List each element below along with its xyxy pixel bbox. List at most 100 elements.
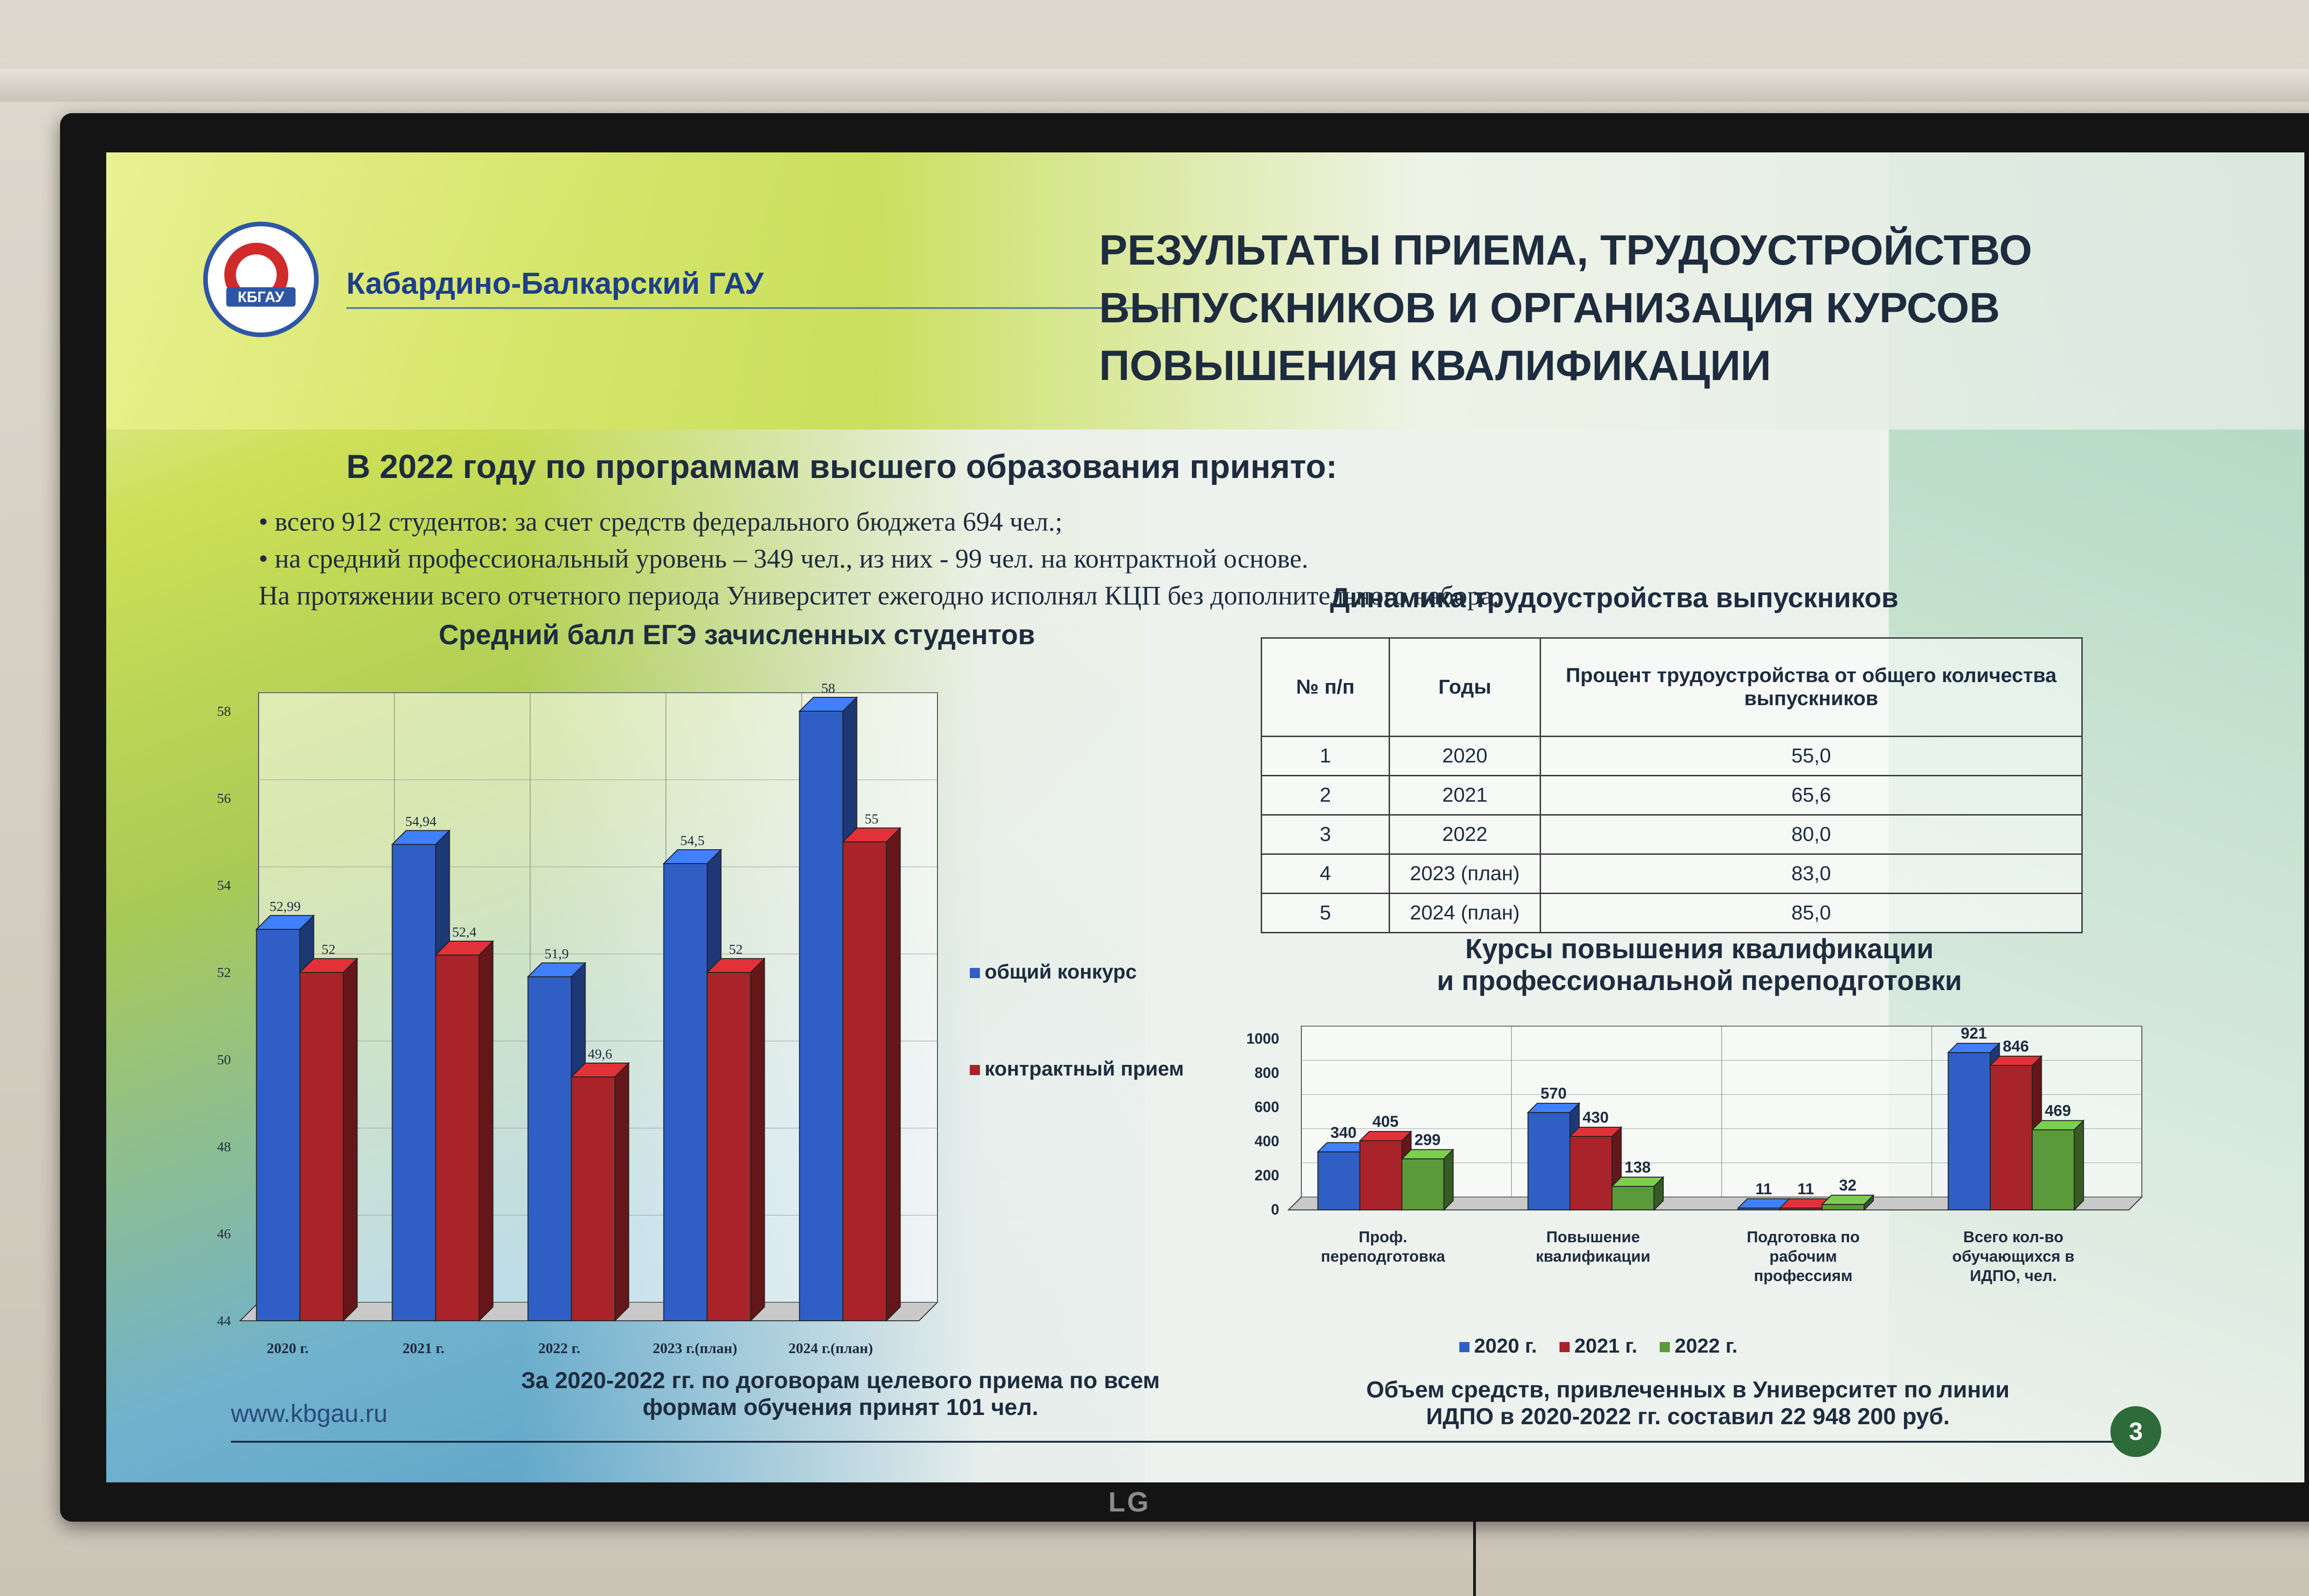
table-cell: 3 (1261, 814, 1390, 855)
legend-label: 2021 г. (1574, 1335, 1638, 1357)
table-cell: 2021 (1389, 775, 1541, 816)
legend-item-contract: контрактный прием (970, 1058, 1184, 1081)
y-tick-label: 800 (1255, 1064, 1279, 1081)
legend-swatch-blue-icon (1459, 1342, 1469, 1353)
data-label: 570 (1541, 1085, 1567, 1102)
chart-bar-side (886, 827, 901, 1322)
x-tick-label: 2022 г. (538, 1340, 580, 1356)
legend-label: 2022 г. (1674, 1335, 1738, 1357)
chart-bar (1989, 1064, 2033, 1210)
y-tick-label: 600 (1255, 1099, 1279, 1115)
chart-bar (1527, 1112, 1571, 1210)
ege-chart-title: Средний балл ЕГЭ зачисленных студентов (439, 619, 1035, 650)
chart-bar (707, 972, 751, 1321)
chart-bar (1317, 1151, 1360, 1211)
table-row: 1 2020 55,0 (1261, 736, 2083, 776)
bullet-item: на средний профессиональный уровень – 34… (259, 540, 1499, 577)
table-header-cell: Годы (1389, 637, 1541, 737)
y-tick-label: 54 (217, 878, 231, 893)
data-label: 430 (1583, 1109, 1609, 1126)
x-tick-label: Повышение (1546, 1228, 1640, 1246)
chart-bar-side (1443, 1148, 1454, 1211)
bullet-item: всего 912 студентов: за счет средств фед… (259, 503, 1499, 540)
website-link[interactable]: www.kbgau.ru (231, 1400, 388, 1427)
y-tick-label: 44 (217, 1313, 231, 1329)
chart-bar (1611, 1185, 1655, 1211)
table-cell: 80,0 (1540, 814, 2083, 855)
table-header-row: № п/п Годы Процент трудоустройства от об… (1261, 637, 2083, 737)
data-label: 52,4 (452, 925, 477, 940)
slide-title: РЕЗУЛЬТАТЫ ПРИЕМА, ТРУДОУСТРОЙСТВО ВЫПУС… (1099, 222, 2161, 395)
table-cell: 2024 (план) (1389, 893, 1541, 933)
data-label: 405 (1372, 1113, 1399, 1130)
slide-header-band (106, 152, 2304, 429)
chart-bar (392, 844, 436, 1321)
data-label: 54,94 (405, 814, 437, 829)
university-logo: КБГАУ (203, 222, 319, 337)
logo-text: КБГАУ (226, 287, 296, 307)
legend-label: общий конкурс (985, 961, 1137, 983)
chart-bar-side (1863, 1194, 1874, 1211)
legend-swatch-green-icon (1660, 1342, 1670, 1353)
chart-bar (1359, 1140, 1402, 1210)
table-cell: 5 (1261, 893, 1390, 933)
presentation-slide: КБГАУ Кабардино-Балкарский ГАУ РЕЗУЛЬТАТ… (106, 152, 2304, 1482)
x-tick-label: Подготовка по (1747, 1228, 1860, 1246)
y-tick-label: 56 (217, 791, 231, 806)
footer-divider (231, 1441, 2124, 1443)
table-header-cell: № п/п (1261, 637, 1390, 737)
table-row: 3 2022 80,0 (1261, 814, 2083, 855)
table-cell: 4 (1261, 853, 1390, 894)
note-line: За 2020-2022 гг. по договорам целевого п… (521, 1367, 1160, 1393)
courses-legend: 2020 г. 2021 г. 2022 г. (1459, 1335, 1738, 1358)
page-number-badge: 3 (2110, 1406, 2161, 1457)
courses-chart-title: Курсы повышения квалификации и профессио… (1353, 933, 2046, 997)
data-label: 52 (729, 942, 743, 957)
x-tick-label: 2023 г.(план) (653, 1340, 737, 1356)
data-label: 138 (1625, 1159, 1651, 1176)
wall-molding (0, 69, 2309, 102)
chart-bar-side (614, 1062, 629, 1322)
x-tick-label: 2024 г.(план) (788, 1340, 873, 1356)
university-name: Кабардино-Балкарский ГАУ (346, 266, 764, 300)
legend-item-general: общий конкурс (970, 961, 1137, 984)
chart-bar-side (750, 957, 765, 1322)
table-cell: 65,6 (1540, 775, 2083, 816)
courses-chart-title-line: Курсы повышения квалификации (1465, 933, 1934, 964)
data-label: 54,5 (680, 833, 705, 848)
x-tick-label: Проф. (1359, 1228, 1407, 1246)
chart-bar (1821, 1204, 1865, 1211)
x-tick-label: переподготовка (1321, 1248, 1445, 1265)
x-tick-label: профессиям (1754, 1267, 1853, 1285)
x-tick-label: Всего кол-во (1963, 1228, 2063, 1246)
note-line: Объем средств, привлеченных в Университе… (1366, 1377, 2010, 1403)
employment-table-title: Динамика трудоустройства выпускников (1330, 582, 1898, 613)
chart-bar (299, 972, 344, 1321)
table-cell: 2 (1261, 775, 1390, 816)
table-cell: 2023 (план) (1389, 853, 1541, 894)
table-cell: 2020 (1389, 736, 1541, 776)
legend-label: 2020 г. (1474, 1335, 1537, 1357)
table-row: 4 2023 (план) 83,0 (1261, 853, 2083, 894)
data-label: 340 (1330, 1124, 1357, 1142)
y-tick-label: 400 (1255, 1133, 1279, 1149)
data-label: 299 (1414, 1131, 1441, 1149)
table-cell: 85,0 (1540, 893, 2083, 933)
x-tick-label: квалификации (1536, 1248, 1650, 1265)
legend-swatch-blue-icon (970, 968, 980, 979)
chart-bar-side (2073, 1119, 2084, 1211)
data-label: 52 (321, 942, 335, 957)
data-label: 51,9 (544, 946, 569, 961)
note-line: формам обучения принят 101 чел. (642, 1394, 1039, 1420)
table-cell: 83,0 (1540, 853, 2083, 894)
x-tick-label: 2021 г. (402, 1340, 444, 1356)
y-tick-label: 48 (217, 1139, 231, 1155)
y-tick-label: 50 (217, 1052, 231, 1067)
legend-swatch-red-icon (970, 1065, 980, 1076)
note-line: ИДПО в 2020-2022 гг. составил 22 948 200… (1426, 1403, 1950, 1429)
chart-bar (571, 1076, 616, 1321)
x-tick-label: обучающихся в (1952, 1248, 2074, 1265)
table-row: 5 2024 (план) 85,0 (1261, 893, 2083, 933)
data-label: 58 (821, 681, 835, 696)
slide-title-line: ВЫПУСКНИКОВ И ОРГАНИЗАЦИЯ КУРСОВ (1099, 284, 2000, 332)
